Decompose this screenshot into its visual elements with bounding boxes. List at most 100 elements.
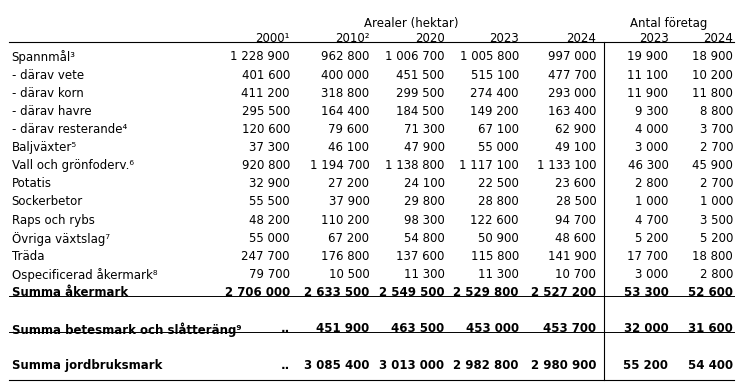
Text: Vall och grönfoderv.⁶: Vall och grönfoderv.⁶	[12, 159, 134, 172]
Text: 46 300: 46 300	[627, 159, 668, 172]
Text: 11 800: 11 800	[692, 87, 733, 100]
Text: 2 529 800: 2 529 800	[454, 286, 519, 299]
Text: 11 300: 11 300	[403, 268, 445, 281]
Text: 120 600: 120 600	[242, 123, 290, 136]
Text: 23 600: 23 600	[556, 177, 596, 190]
Text: 176 800: 176 800	[321, 250, 370, 263]
Text: 137 600: 137 600	[396, 250, 445, 263]
Text: 62 900: 62 900	[555, 123, 596, 136]
Text: Sockerbetor: Sockerbetor	[12, 196, 83, 209]
Text: 5 200: 5 200	[635, 231, 668, 244]
Text: 55 000: 55 000	[249, 231, 290, 244]
Text: 110 200: 110 200	[321, 214, 370, 227]
Text: 2023: 2023	[638, 32, 668, 45]
Text: 1 000: 1 000	[635, 196, 668, 209]
Text: 28 500: 28 500	[556, 196, 596, 209]
Text: 3 000: 3 000	[635, 141, 668, 154]
Text: 67 100: 67 100	[478, 123, 519, 136]
Text: 997 000: 997 000	[548, 50, 596, 63]
Text: 48 600: 48 600	[556, 231, 596, 244]
Text: 32 900: 32 900	[249, 177, 290, 190]
Text: 79 600: 79 600	[329, 123, 370, 136]
Text: 2010²: 2010²	[335, 32, 370, 45]
Text: 295 500: 295 500	[242, 105, 290, 118]
Text: 11 900: 11 900	[627, 87, 668, 100]
Text: 1 138 800: 1 138 800	[385, 159, 445, 172]
Text: - därav resterande⁴: - därav resterande⁴	[12, 123, 127, 136]
Text: 115 800: 115 800	[471, 250, 519, 263]
Text: 37 900: 37 900	[329, 196, 370, 209]
Text: Raps och rybs: Raps och rybs	[12, 214, 95, 227]
Text: 299 500: 299 500	[396, 87, 445, 100]
Text: 54 400: 54 400	[688, 358, 733, 372]
Text: 5 200: 5 200	[700, 231, 733, 244]
Text: 53 300: 53 300	[624, 286, 668, 299]
Text: 962 800: 962 800	[321, 50, 370, 63]
Text: 515 100: 515 100	[471, 69, 519, 82]
Text: 141 900: 141 900	[548, 250, 596, 263]
Text: 1 005 800: 1 005 800	[460, 50, 519, 63]
Text: 1 006 700: 1 006 700	[385, 50, 445, 63]
Text: 1 133 100: 1 133 100	[537, 159, 596, 172]
Text: 477 700: 477 700	[548, 69, 596, 82]
Text: Summa jordbruksmark: Summa jordbruksmark	[12, 358, 162, 372]
Text: Summa åkermark: Summa åkermark	[12, 286, 128, 299]
Text: 451 900: 451 900	[316, 322, 370, 335]
Text: 28 800: 28 800	[478, 196, 519, 209]
Text: 2 633 500: 2 633 500	[304, 286, 370, 299]
Text: 8 800: 8 800	[700, 105, 733, 118]
Text: 71 300: 71 300	[403, 123, 445, 136]
Text: 37 300: 37 300	[249, 141, 290, 154]
Text: 2024: 2024	[704, 32, 733, 45]
Text: 184 500: 184 500	[396, 105, 445, 118]
Text: 2 549 500: 2 549 500	[379, 286, 445, 299]
Text: 47 900: 47 900	[403, 141, 445, 154]
Text: 122 600: 122 600	[471, 214, 519, 227]
Text: ..: ..	[281, 322, 290, 335]
Text: Träda: Träda	[12, 250, 44, 263]
Text: 1 000: 1 000	[700, 196, 733, 209]
Text: 4 000: 4 000	[635, 123, 668, 136]
Text: - därav vete: - därav vete	[12, 69, 84, 82]
Text: Antal företag: Antal företag	[630, 17, 707, 30]
Text: 11 100: 11 100	[627, 69, 668, 82]
Text: 98 300: 98 300	[403, 214, 445, 227]
Text: 2 982 800: 2 982 800	[454, 358, 519, 372]
Text: 163 400: 163 400	[548, 105, 596, 118]
Text: 400 000: 400 000	[321, 69, 370, 82]
Text: 24 100: 24 100	[403, 177, 445, 190]
Text: 94 700: 94 700	[555, 214, 596, 227]
Text: 52 600: 52 600	[688, 286, 733, 299]
Text: 3 500: 3 500	[700, 214, 733, 227]
Text: 164 400: 164 400	[321, 105, 370, 118]
Text: Övriga växtslag⁷: Övriga växtslag⁷	[12, 231, 110, 246]
Text: 2 800: 2 800	[635, 177, 668, 190]
Text: - därav korn: - därav korn	[12, 87, 84, 100]
Text: 293 000: 293 000	[548, 87, 596, 100]
Text: 1 228 900: 1 228 900	[231, 50, 290, 63]
Text: 4 700: 4 700	[635, 214, 668, 227]
Text: 2020: 2020	[415, 32, 445, 45]
Text: 31 600: 31 600	[688, 322, 733, 335]
Text: 453 000: 453 000	[466, 322, 519, 335]
Text: 2 700: 2 700	[700, 141, 733, 154]
Text: 50 900: 50 900	[478, 231, 519, 244]
Text: 2 980 900: 2 980 900	[531, 358, 596, 372]
Text: Spannmål³: Spannmål³	[12, 50, 75, 65]
Text: 3 700: 3 700	[700, 123, 733, 136]
Text: 18 900: 18 900	[692, 50, 733, 63]
Text: 18 800: 18 800	[692, 250, 733, 263]
Text: 22 500: 22 500	[478, 177, 519, 190]
Text: 29 800: 29 800	[403, 196, 445, 209]
Text: 10 500: 10 500	[329, 268, 370, 281]
Text: 3 013 000: 3 013 000	[379, 358, 445, 372]
Text: 79 700: 79 700	[249, 268, 290, 281]
Text: 54 800: 54 800	[403, 231, 445, 244]
Text: 32 000: 32 000	[624, 322, 668, 335]
Text: 3 085 400: 3 085 400	[304, 358, 370, 372]
Text: 3 000: 3 000	[635, 268, 668, 281]
Text: 10 700: 10 700	[556, 268, 596, 281]
Text: 2023: 2023	[489, 32, 519, 45]
Text: 2 706 000: 2 706 000	[225, 286, 290, 299]
Text: 55 000: 55 000	[478, 141, 519, 154]
